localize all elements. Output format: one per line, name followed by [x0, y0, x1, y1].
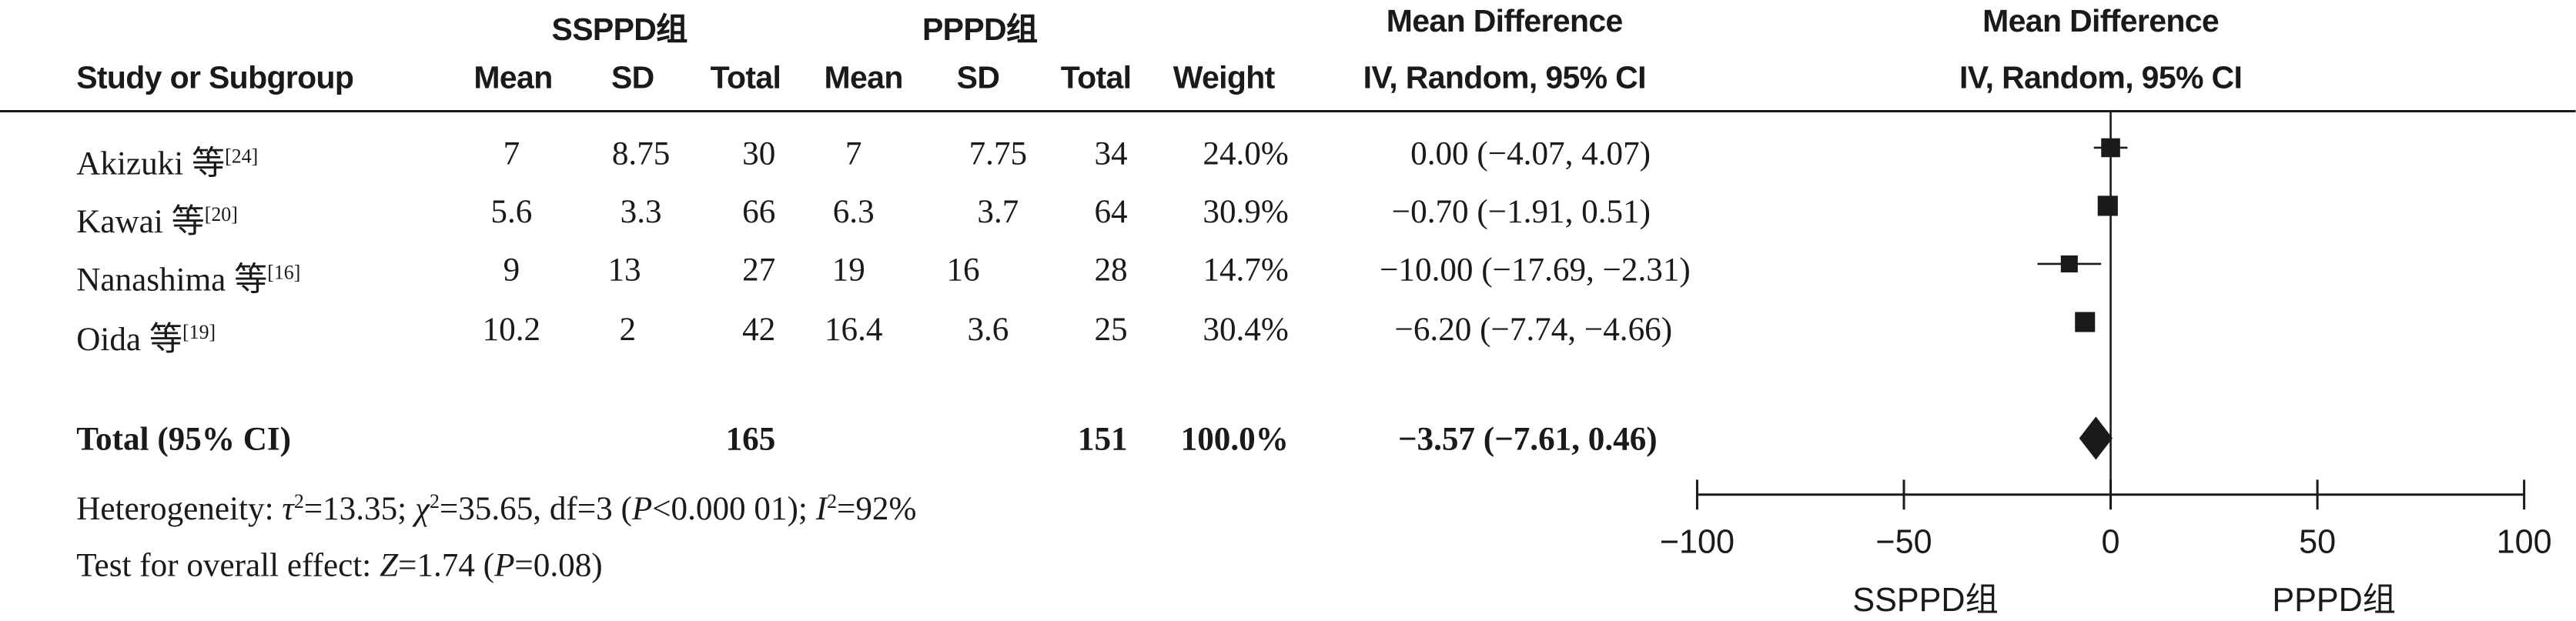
ci-value: −0.70 (−1.91, 0.51) — [1391, 194, 1651, 231]
pooled-diamond — [2079, 416, 2113, 460]
study-name: Akizuki 等[24] — [76, 144, 259, 183]
study-name: Oida 等[19] — [76, 320, 216, 359]
heterogeneity-text: Heterogeneity: τ2=13.35; χ2=35.65, df=3 … — [76, 489, 917, 528]
total1-value: 66 — [742, 194, 776, 231]
sd1-value: 13 — [607, 252, 641, 289]
mean1-value: 5.6 — [490, 194, 533, 231]
total2-value: 34 — [1094, 135, 1128, 173]
study-column-header: Study or Subgroup — [76, 61, 354, 97]
total2-value: 25 — [1094, 312, 1128, 349]
mean1-value: 9 — [503, 252, 520, 289]
ci-value: −6.20 (−7.74, −4.66) — [1394, 312, 1673, 349]
ci-value: 0.00 (−4.07, 4.07) — [1410, 135, 1651, 173]
total2-value: 64 — [1094, 194, 1128, 231]
study-markers — [2037, 138, 2128, 460]
group2-header: PPPD组 — [922, 13, 1038, 48]
study-point-marker — [2060, 255, 2078, 272]
study-point-marker — [2101, 138, 2120, 158]
total-weight: 100.0% — [1180, 421, 1289, 459]
total-label: Total (95% CI) — [76, 421, 292, 459]
weight-value: 14.7% — [1203, 252, 1289, 289]
total1-sum: 165 — [725, 421, 776, 459]
mean2-value: 19 — [831, 252, 865, 289]
mean1-value: 7 — [503, 135, 520, 173]
study-point-marker — [2097, 195, 2118, 216]
md-header-table: Mean Difference — [1386, 5, 1624, 40]
x-tick-label: −100 — [1660, 523, 1735, 560]
method-header-table: IV, Random, 95% CI — [1363, 61, 1647, 97]
sd1-value: 3.3 — [620, 194, 662, 231]
sd2-value: 7.75 — [969, 135, 1028, 173]
x-tick-label: 50 — [2299, 523, 2336, 560]
sd2-value: 3.6 — [967, 312, 1009, 349]
total-ci: −3.57 (−7.61, 0.46) — [1397, 421, 1658, 459]
sd2-header: SD — [956, 61, 1000, 97]
study-name: Kawai 等[20] — [76, 202, 238, 241]
study-name: Nanashima 等[16] — [76, 260, 301, 299]
sd1-header: SD — [611, 61, 654, 97]
weight-value: 30.9% — [1203, 194, 1289, 231]
sd1-value: 2 — [619, 312, 637, 349]
total2-sum: 151 — [1077, 421, 1128, 459]
mean2-value: 6.3 — [832, 194, 875, 231]
total1-header: Total — [710, 61, 781, 97]
mean1-header: Mean — [473, 61, 553, 97]
weight-header: Weight — [1173, 61, 1276, 97]
sd2-value: 16 — [946, 252, 980, 289]
total2-value: 28 — [1094, 252, 1128, 289]
total1-value: 27 — [742, 252, 776, 289]
mean2-value: 7 — [845, 135, 862, 173]
total2-header: Total — [1060, 61, 1132, 97]
weight-value: 30.4% — [1203, 312, 1289, 349]
group1-header: SSPPD组 — [551, 13, 688, 48]
sd1-value: 8.75 — [611, 135, 671, 173]
x-axis: −100 −50 0 50 100 SSPPD组 PPPD组 — [1660, 479, 2552, 619]
x-tick-label: 100 — [2497, 523, 2552, 560]
total1-value: 30 — [742, 135, 776, 173]
weight-value: 24.0% — [1203, 135, 1289, 173]
sd2-value: 3.7 — [977, 194, 1019, 231]
x-tick-label: 0 — [2102, 523, 2120, 560]
mean1-value: 10.2 — [482, 312, 541, 349]
left-favours-label: SSPPD组 — [1852, 582, 1998, 619]
mean2-header: Mean — [824, 61, 904, 97]
right-favours-label: PPPD组 — [2272, 582, 2396, 619]
overall-effect-text: Test for overall effect: Z=1.74 (P=0.08) — [76, 547, 603, 585]
x-tick-label: −50 — [1875, 523, 1932, 560]
method-header-plot: IV, Random, 95% CI — [1959, 61, 2243, 97]
study-point-marker — [2075, 312, 2096, 332]
total1-value: 42 — [742, 312, 776, 349]
ci-value: −10.00 (−17.69, −2.31) — [1380, 252, 1691, 289]
md-header-plot: Mean Difference — [1982, 5, 2220, 40]
mean2-value: 16.4 — [824, 312, 883, 349]
